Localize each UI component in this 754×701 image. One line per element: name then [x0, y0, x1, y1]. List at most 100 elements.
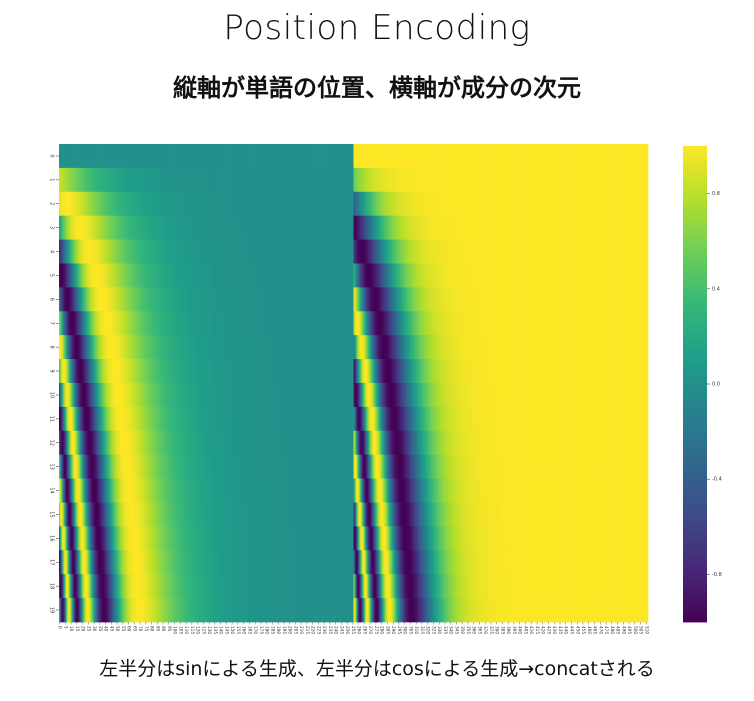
- heatmap-cell: [336, 359, 338, 384]
- heatmap-cell: [259, 191, 261, 217]
- heatmap-cell: [501, 191, 504, 217]
- heatmap-cell: [282, 144, 284, 169]
- heatmap-cell: [309, 167, 312, 193]
- heatmap-cell: [178, 144, 181, 169]
- heatmap-cell: [192, 359, 194, 384]
- heatmap-cell: [103, 191, 106, 217]
- heatmap-cell: [635, 167, 637, 193]
- heatmap-cell: [564, 191, 566, 217]
- heatmap-cell: [498, 167, 500, 193]
- heatmap-cell: [207, 311, 209, 336]
- heatmap-cell: [358, 239, 360, 264]
- heatmap-cell: [570, 287, 573, 312]
- heatmap-cell: [444, 167, 446, 193]
- heatmap-cell: [414, 335, 416, 360]
- heatmap-cell: [209, 167, 212, 193]
- heatmap-cell: [183, 359, 185, 384]
- heatmap-cell: [627, 191, 629, 217]
- heatmap-cell: [328, 215, 330, 240]
- heatmap-cell: [467, 311, 469, 336]
- heatmap-cell: [522, 215, 525, 240]
- heatmap-cell: [202, 311, 205, 336]
- heatmap-cell: [154, 167, 156, 193]
- heatmap-cell: [323, 167, 326, 193]
- heatmap-cell: [100, 263, 102, 288]
- heatmap-cell: [613, 144, 615, 169]
- heatmap-cell: [193, 287, 196, 312]
- heatmap-cell: [568, 167, 571, 193]
- heatmap-cell: [339, 335, 342, 360]
- heatmap-cell: [573, 287, 575, 312]
- heatmap-cell: [198, 215, 200, 240]
- heatmap-cell: [388, 191, 390, 217]
- heatmap-cell: [94, 144, 97, 169]
- heatmap-cell: [511, 287, 513, 312]
- heatmap-cell: [567, 215, 569, 240]
- heatmap-cell: [279, 215, 282, 240]
- heatmap-cell: [398, 287, 400, 312]
- heatmap-cell: [336, 263, 338, 288]
- heatmap-cell: [246, 263, 249, 288]
- heatmap-cell: [333, 335, 336, 360]
- heatmap-cell: [68, 359, 70, 384]
- heatmap-cell: [635, 239, 637, 264]
- heatmap-cell: [521, 263, 523, 288]
- heatmap-cell: [62, 287, 64, 312]
- heatmap-cell: [557, 335, 559, 360]
- heatmap-cell: [534, 335, 536, 360]
- heatmap-cell: [121, 144, 123, 169]
- heatmap-cell: [639, 144, 642, 169]
- heatmap-cell: [239, 144, 242, 169]
- heatmap-cell: [398, 263, 400, 288]
- heatmap-cell: [490, 359, 492, 384]
- heatmap-cell: [159, 144, 161, 169]
- heatmap-cell: [106, 239, 108, 264]
- heatmap-cell: [277, 239, 280, 264]
- heatmap-cell: [596, 239, 598, 264]
- heatmap-cell: [91, 167, 93, 193]
- heatmap-cell: [346, 191, 349, 217]
- heatmap-cell: [593, 335, 596, 360]
- heatmap-cell: [329, 263, 331, 288]
- heatmap-cell: [615, 144, 618, 169]
- heatmap-cell: [345, 191, 347, 217]
- heatmap-cell: [95, 215, 98, 240]
- heatmap-cell: [259, 144, 261, 169]
- heatmap-cell: [324, 239, 327, 264]
- heatmap-cell: [575, 311, 578, 336]
- heatmap-cell: [461, 144, 464, 169]
- heatmap-cell: [438, 287, 441, 312]
- heatmap-cell: [374, 359, 376, 384]
- heatmap-cell: [218, 287, 221, 312]
- heatmap-cell: [203, 144, 206, 169]
- heatmap-cell: [207, 191, 209, 217]
- heatmap-cell: [544, 144, 546, 169]
- heatmap-cell: [511, 167, 513, 193]
- heatmap-cell: [400, 287, 403, 312]
- heatmap-cell: [142, 215, 145, 240]
- heatmap-cell: [304, 144, 306, 169]
- heatmap-cell: [452, 263, 454, 288]
- heatmap-cell: [218, 144, 221, 169]
- heatmap-cell: [639, 263, 642, 288]
- heatmap-cell: [133, 239, 136, 264]
- heatmap-cell: [615, 311, 618, 336]
- heatmap-cell: [639, 335, 642, 360]
- heatmap-cell: [637, 215, 640, 240]
- heatmap-cell: [90, 144, 92, 169]
- heatmap-cell: [309, 239, 312, 264]
- heatmap-cell: [94, 311, 97, 336]
- heatmap-cell: [370, 239, 373, 264]
- heatmap-cell: [439, 191, 442, 217]
- heatmap-cell: [448, 335, 451, 360]
- heatmap-cell: [587, 239, 589, 264]
- heatmap-cell: [64, 239, 67, 264]
- heatmap-cell: [225, 144, 228, 169]
- heatmap-cell: [251, 335, 253, 360]
- heatmap-cell: [98, 263, 100, 288]
- heatmap-cell: [353, 191, 355, 217]
- heatmap-cell: [110, 215, 113, 240]
- heatmap-cell: [246, 191, 249, 217]
- heatmap-cell: [481, 359, 483, 384]
- heatmap-cell: [302, 335, 305, 360]
